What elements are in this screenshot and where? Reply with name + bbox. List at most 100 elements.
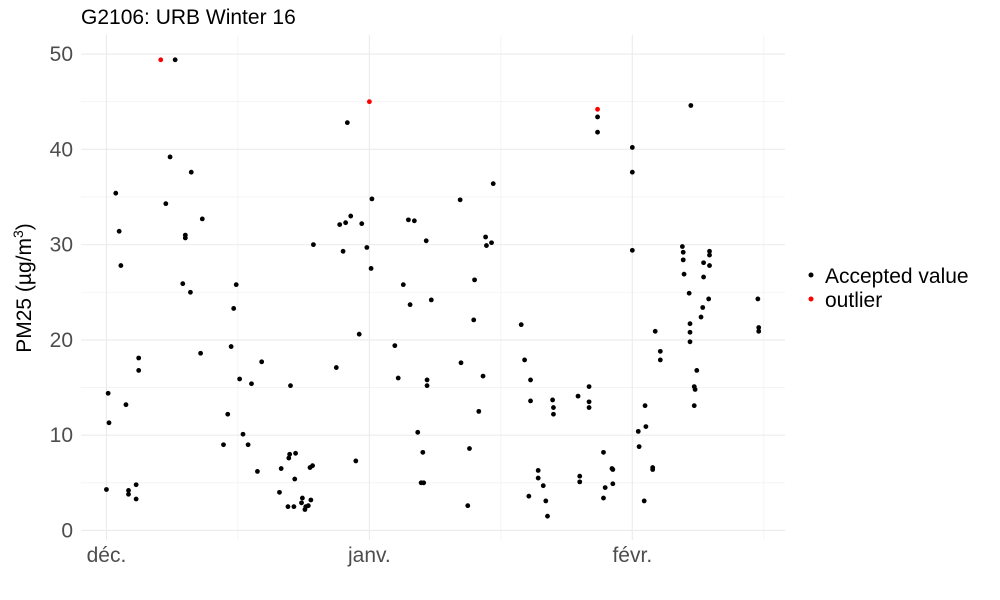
data-point-accepted <box>123 402 129 408</box>
y-axis-title-close: ) <box>13 223 36 230</box>
data-point-accepted <box>311 242 316 248</box>
x-tick-label: janv. <box>347 544 391 567</box>
data-point-outlier <box>595 106 600 112</box>
data-point-accepted <box>629 169 635 175</box>
legend-key-accepted <box>808 272 814 278</box>
data-point-accepted <box>471 317 477 323</box>
data-point-accepted <box>480 373 486 379</box>
data-point-accepted <box>113 190 119 196</box>
data-point-accepted <box>198 350 203 356</box>
data-point-accepted <box>635 428 641 434</box>
data-point-accepted <box>237 376 243 382</box>
data-point-accepted <box>650 467 656 472</box>
data-point-accepted <box>610 467 616 472</box>
data-point-accepted <box>182 235 188 241</box>
data-point-accepted <box>701 274 706 280</box>
data-point-accepted <box>484 243 489 248</box>
data-point-accepted <box>707 263 712 268</box>
data-point-accepted <box>369 196 375 202</box>
data-point-accepted <box>133 482 139 488</box>
data-point-accepted <box>681 271 687 277</box>
x-tick-label: déc. <box>87 544 127 567</box>
data-point-accepted <box>163 201 169 207</box>
data-point-accepted <box>595 129 600 135</box>
data-point-accepted <box>490 181 496 187</box>
data-point-accepted <box>610 481 616 487</box>
data-point-accepted <box>465 503 471 509</box>
y-tick-label: 40 <box>50 138 73 161</box>
data-point-accepted <box>343 220 349 226</box>
y-axis-ticks: 0 10 20 30 40 50 <box>50 43 73 542</box>
y-axis-title: PM25 (µg/m3) <box>10 223 36 353</box>
data-point-accepted <box>528 377 533 383</box>
data-point-accepted <box>595 114 600 120</box>
data-point-accepted <box>755 296 761 302</box>
data-point-accepted <box>106 420 112 426</box>
data-point-accepted <box>629 247 635 253</box>
data-point-accepted <box>118 263 124 268</box>
data-point-accepted <box>333 365 339 370</box>
data-point-accepted <box>602 485 608 490</box>
data-point-accepted <box>421 480 427 486</box>
data-point-accepted <box>305 503 311 509</box>
data-point-outlier <box>158 57 164 63</box>
data-point-accepted <box>255 468 260 474</box>
data-point-accepted <box>688 103 694 108</box>
data-point-accepted <box>407 302 413 308</box>
data-point-accepted <box>687 321 693 327</box>
data-point-accepted <box>199 216 205 222</box>
data-point-accepted <box>692 387 698 392</box>
y-axis-title-base: PM25 (µg/m <box>13 238 36 353</box>
data-point-accepted <box>188 289 193 295</box>
data-point-accepted <box>337 222 343 228</box>
data-point-accepted <box>657 357 663 363</box>
data-point-accepted <box>287 451 293 457</box>
legend-label-outlier: outlier <box>825 289 882 312</box>
data-point-accepted <box>364 245 370 250</box>
data-point-accepted <box>483 234 488 240</box>
data-point-accepted <box>601 449 606 455</box>
data-point-accepted <box>756 328 762 334</box>
data-point-accepted <box>116 228 122 234</box>
data-point-accepted <box>292 476 298 482</box>
data-point-accepted <box>652 328 658 334</box>
data-point-accepted <box>540 483 546 489</box>
data-point-accepted <box>641 498 647 504</box>
data-point-accepted <box>356 331 362 337</box>
data-point-accepted <box>348 213 354 219</box>
data-point-accepted <box>291 504 297 510</box>
data-point-accepted <box>411 218 417 224</box>
data-point-accepted <box>136 367 142 373</box>
y-tick-label: 20 <box>50 329 73 352</box>
data-point-accepted <box>221 442 226 448</box>
data-point-accepted <box>545 513 550 519</box>
data-point-accepted <box>518 322 524 328</box>
data-point-accepted <box>368 266 374 271</box>
data-point-accepted <box>657 348 663 354</box>
data-point-accepted <box>476 408 482 414</box>
data-point-accepted <box>340 248 346 254</box>
data-point-accepted <box>636 444 642 450</box>
data-point-accepted <box>706 296 712 302</box>
data-point-accepted <box>231 306 237 311</box>
data-point-accepted <box>680 257 686 263</box>
data-point-accepted <box>457 197 463 203</box>
data-point-accepted <box>629 145 635 150</box>
data-point-accepted <box>392 343 398 349</box>
data-point-accepted <box>286 455 292 461</box>
chart-title: G2106: URB Winter 16 <box>81 6 296 29</box>
data-point-accepted <box>225 411 231 417</box>
data-point-accepted <box>310 463 315 469</box>
data-point-accepted <box>643 424 649 430</box>
y-tick-label: 0 <box>61 519 73 542</box>
data-point-accepted <box>526 493 532 499</box>
data-point-accepted <box>136 355 142 361</box>
y-tick-label: 10 <box>50 424 73 447</box>
x-tick-label: févr. <box>612 544 652 567</box>
data-point-accepted <box>105 390 111 396</box>
data-point-accepted <box>489 240 494 246</box>
data-point-accepted <box>228 344 234 349</box>
data-point-accepted <box>707 252 712 258</box>
data-point-accepted <box>359 221 365 227</box>
data-point-accepted <box>277 489 282 495</box>
